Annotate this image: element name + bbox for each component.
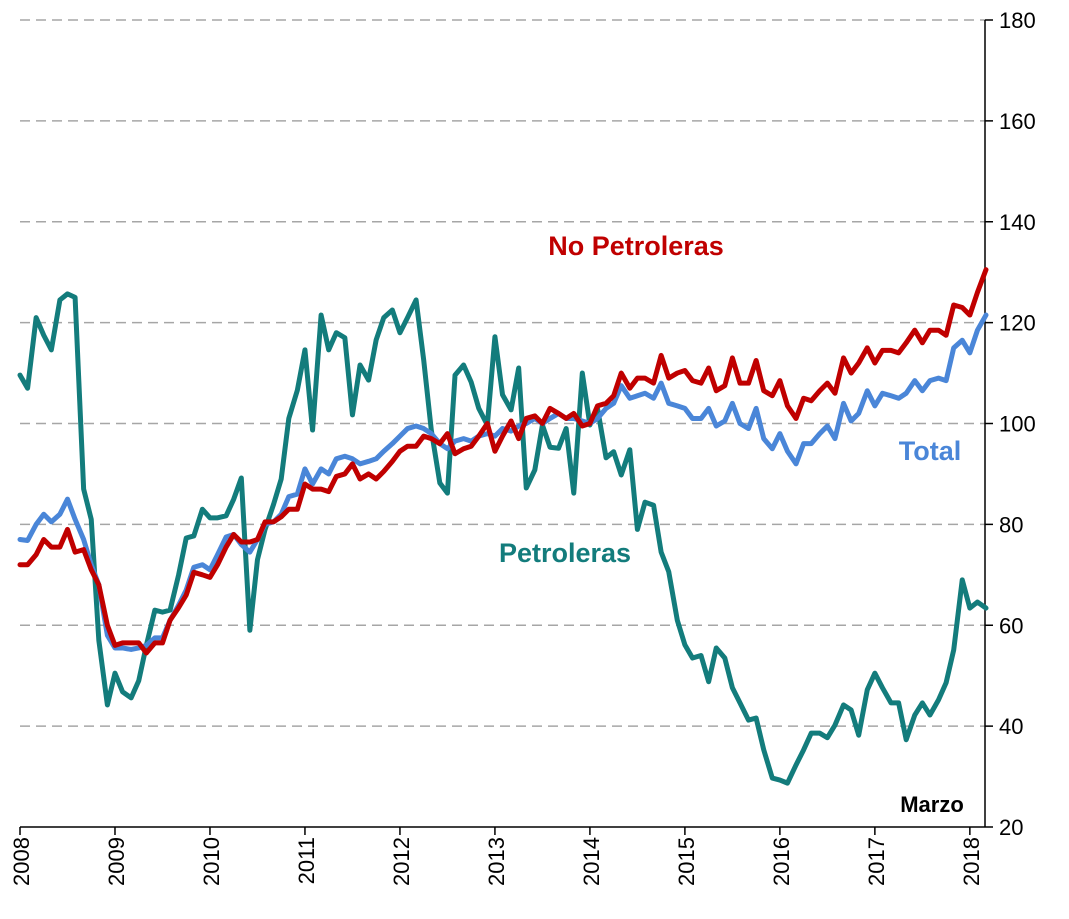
- x-tick-label: 2016: [769, 837, 794, 886]
- y-tick-label: 40: [999, 714, 1023, 739]
- series-label: Total: [899, 436, 962, 466]
- x-tick-label: 2014: [579, 837, 604, 886]
- x-tick-label: 2013: [484, 837, 509, 886]
- x-tick-label: 2015: [674, 837, 699, 886]
- x-tick-label: 2008: [9, 837, 34, 886]
- x-tick-label: 2011: [294, 837, 319, 884]
- x-tick-label: 2017: [864, 837, 889, 886]
- x-tick-label: 2010: [199, 837, 224, 886]
- series-line: [17, 267, 989, 656]
- y-tick-label: 100: [999, 412, 1036, 437]
- y-tick-label: 160: [999, 109, 1036, 134]
- annotation: Marzo: [900, 792, 964, 817]
- series-line: [17, 291, 989, 786]
- y-tick-label: 60: [999, 613, 1023, 638]
- y-tick-label: 140: [999, 210, 1036, 235]
- y-tick-label: 20: [999, 815, 1023, 840]
- x-tick-label: 2012: [389, 837, 414, 886]
- y-tick-label: 120: [999, 311, 1036, 336]
- y-tick-label: 180: [999, 8, 1036, 33]
- series-label: Petroleras: [499, 538, 631, 568]
- x-tick-label: 2018: [959, 837, 984, 886]
- series-label: No Petroleras: [548, 231, 724, 261]
- y-tick-label: 80: [999, 512, 1023, 537]
- x-tick-label: 2009: [104, 837, 129, 886]
